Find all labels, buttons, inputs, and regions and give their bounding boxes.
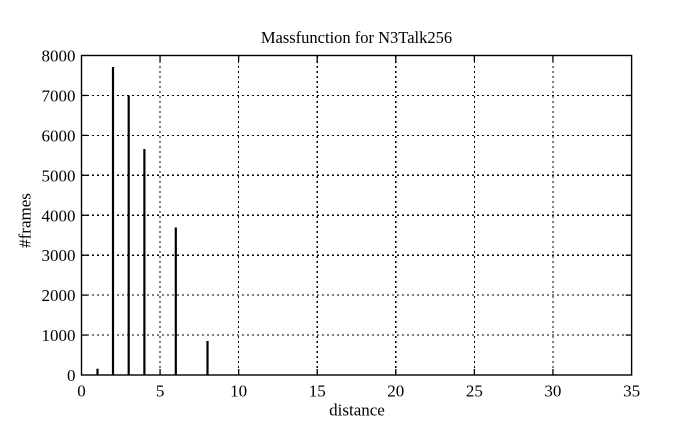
svg-text:0: 0 xyxy=(67,366,76,385)
svg-text:15: 15 xyxy=(309,382,326,401)
svg-text:5: 5 xyxy=(156,382,165,401)
svg-text:4000: 4000 xyxy=(42,206,76,225)
svg-text:1000: 1000 xyxy=(42,326,76,345)
svg-text:30: 30 xyxy=(544,382,561,401)
svg-text:3000: 3000 xyxy=(42,246,76,265)
svg-text:5000: 5000 xyxy=(42,166,76,185)
svg-text:distance: distance xyxy=(329,401,385,420)
svg-text:20: 20 xyxy=(387,382,404,401)
svg-text:7000: 7000 xyxy=(42,86,76,105)
svg-text:0: 0 xyxy=(77,382,86,401)
svg-text:6000: 6000 xyxy=(42,126,76,145)
svg-text:Massfunction for N3Talk256: Massfunction for N3Talk256 xyxy=(261,28,452,47)
svg-text:2000: 2000 xyxy=(42,286,76,305)
svg-text:#frames: #frames xyxy=(16,193,35,248)
svg-text:10: 10 xyxy=(230,382,247,401)
svg-text:8000: 8000 xyxy=(42,47,76,66)
svg-text:25: 25 xyxy=(466,382,483,401)
svg-text:35: 35 xyxy=(623,382,640,401)
